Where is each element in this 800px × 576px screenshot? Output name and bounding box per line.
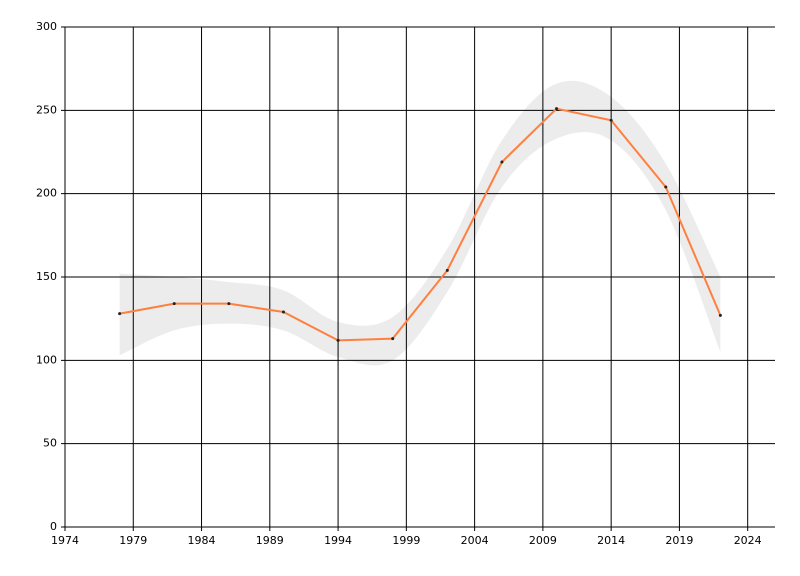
- y-tick-label: 100: [36, 353, 57, 366]
- x-tick-label: 1994: [324, 534, 352, 547]
- data-point: [227, 302, 231, 306]
- data-point: [172, 302, 176, 306]
- x-tick-label: 1984: [188, 534, 216, 547]
- y-tick-label: 50: [43, 437, 57, 450]
- data-point: [445, 268, 449, 272]
- data-point: [609, 118, 613, 122]
- data-point: [664, 185, 668, 189]
- y-tick-label: 300: [36, 20, 57, 33]
- y-tick-label: 150: [36, 270, 57, 283]
- x-tick-label: 1999: [392, 534, 420, 547]
- data-point: [281, 310, 285, 314]
- data-point: [336, 338, 340, 342]
- data-line: [119, 107, 722, 342]
- data-point: [118, 312, 122, 316]
- x-tick-label: 2019: [665, 534, 693, 547]
- x-tick-label: 2004: [461, 534, 489, 547]
- x-tick-label: 1979: [119, 534, 147, 547]
- y-tick-label: 250: [36, 103, 57, 116]
- data-point: [718, 313, 722, 317]
- x-tick-label: 2024: [734, 534, 762, 547]
- x-tick-label: 1989: [256, 534, 284, 547]
- x-tick-label: 2009: [529, 534, 557, 547]
- data-point: [391, 337, 395, 341]
- data-point: [500, 160, 504, 164]
- x-tick-label: 1974: [51, 534, 79, 547]
- y-tick-label: 200: [36, 187, 57, 200]
- x-tick-label: 2014: [597, 534, 625, 547]
- confidence-band: [119, 80, 721, 366]
- y-tick-label: 0: [50, 520, 57, 533]
- data-point: [555, 107, 559, 111]
